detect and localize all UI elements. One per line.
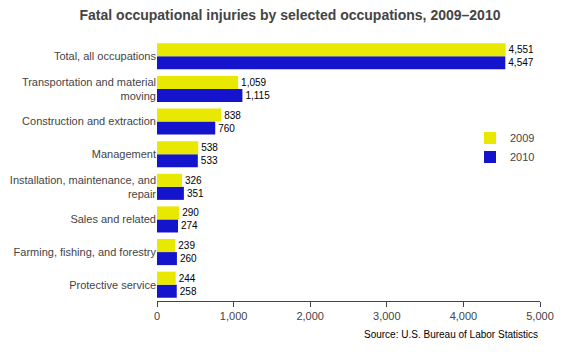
svg-text:Source: U.S. Bureau of Labor S: Source: U.S. Bureau of Labor Statistics: [364, 329, 538, 340]
svg-text:Total, all occupations: Total, all occupations: [54, 50, 157, 62]
svg-text:274: 274: [181, 220, 198, 231]
svg-text:1,115: 1,115: [245, 90, 270, 101]
svg-text:533: 533: [201, 155, 218, 166]
svg-text:260: 260: [180, 253, 197, 264]
svg-text:Transportation and materialmov: Transportation and materialmoving: [22, 76, 156, 102]
svg-text:Management: Management: [92, 148, 156, 160]
svg-text:351: 351: [187, 188, 204, 199]
svg-text:244: 244: [179, 273, 196, 284]
svg-text:838: 838: [224, 110, 241, 121]
svg-text:239: 239: [178, 240, 195, 251]
svg-text:2010: 2010: [510, 151, 534, 163]
svg-text:4,000: 4,000: [450, 310, 478, 322]
svg-text:1,000: 1,000: [220, 310, 248, 322]
svg-text:Farming, fishing, and forestry: Farming, fishing, and forestry: [14, 246, 157, 258]
svg-text:4,547: 4,547: [508, 57, 533, 68]
svg-text:4,551: 4,551: [509, 44, 534, 55]
svg-text:Construction and extraction: Construction and extraction: [22, 115, 156, 127]
svg-text:2009: 2009: [510, 132, 534, 144]
svg-text:290: 290: [182, 207, 199, 218]
svg-text:760: 760: [218, 123, 235, 134]
svg-text:Sales and related: Sales and related: [70, 213, 156, 225]
svg-text:326: 326: [185, 175, 202, 186]
svg-text:Protective service: Protective service: [69, 279, 156, 291]
svg-text:0: 0: [154, 310, 160, 322]
svg-text:2,000: 2,000: [296, 310, 324, 322]
svg-text:3,000: 3,000: [373, 310, 401, 322]
svg-text:1,059: 1,059: [241, 77, 266, 88]
svg-text:Fatal occupational injuries by: Fatal occupational injuries by selected …: [80, 7, 501, 23]
svg-text:258: 258: [180, 286, 197, 297]
svg-text:Installation, maintenance, and: Installation, maintenance, andrepair: [10, 174, 156, 200]
svg-text:538: 538: [201, 142, 218, 153]
svg-text:5,000: 5,000: [526, 310, 554, 322]
